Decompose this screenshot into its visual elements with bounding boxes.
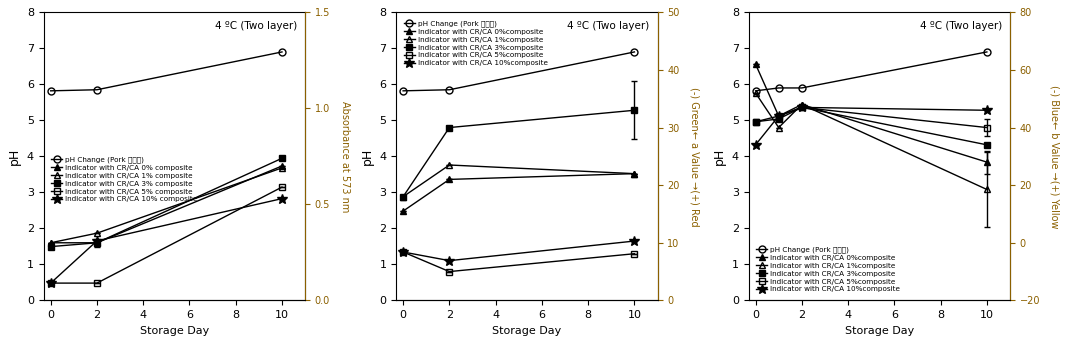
X-axis label: Storage Day: Storage Day xyxy=(845,326,914,336)
Text: 4 ºC (Two layer): 4 ºC (Two layer) xyxy=(567,21,649,31)
Legend: pH Change (Pork 삼겹살), Indicator with CR/CA 0% composite, Indicator with CR/CA 1%: pH Change (Pork 삼겹살), Indicator with CR/… xyxy=(50,155,199,204)
Legend: pH Change (Pork 삼겹살), Indicator with CR/CA 0%composite, Indicator with CR/CA 1%c: pH Change (Pork 삼겹살), Indicator with CR/… xyxy=(403,19,549,68)
Y-axis label: pH: pH xyxy=(361,148,374,165)
X-axis label: Storage Day: Storage Day xyxy=(492,326,562,336)
Text: 4 ºC (Two layer): 4 ºC (Two layer) xyxy=(920,21,1002,31)
Y-axis label: pH: pH xyxy=(713,148,726,165)
Text: 4 ºC (Two layer): 4 ºC (Two layer) xyxy=(215,21,297,31)
X-axis label: Storage Day: Storage Day xyxy=(140,326,209,336)
Legend: pH Change (Pork 삼겹살), Indicator with CR/CA 0%composite, Indicator with CR/CA 1%c: pH Change (Pork 삼겹살), Indicator with CR/… xyxy=(755,245,901,294)
Y-axis label: (-) Blue← b Value →(+) Yellow: (-) Blue← b Value →(+) Yellow xyxy=(1050,85,1059,228)
Y-axis label: pH: pH xyxy=(9,148,21,165)
Y-axis label: (-) Green← a Value →(+) Red: (-) Green← a Value →(+) Red xyxy=(689,87,700,226)
Y-axis label: Absorbance at 573 nm: Absorbance at 573 nm xyxy=(340,101,349,212)
